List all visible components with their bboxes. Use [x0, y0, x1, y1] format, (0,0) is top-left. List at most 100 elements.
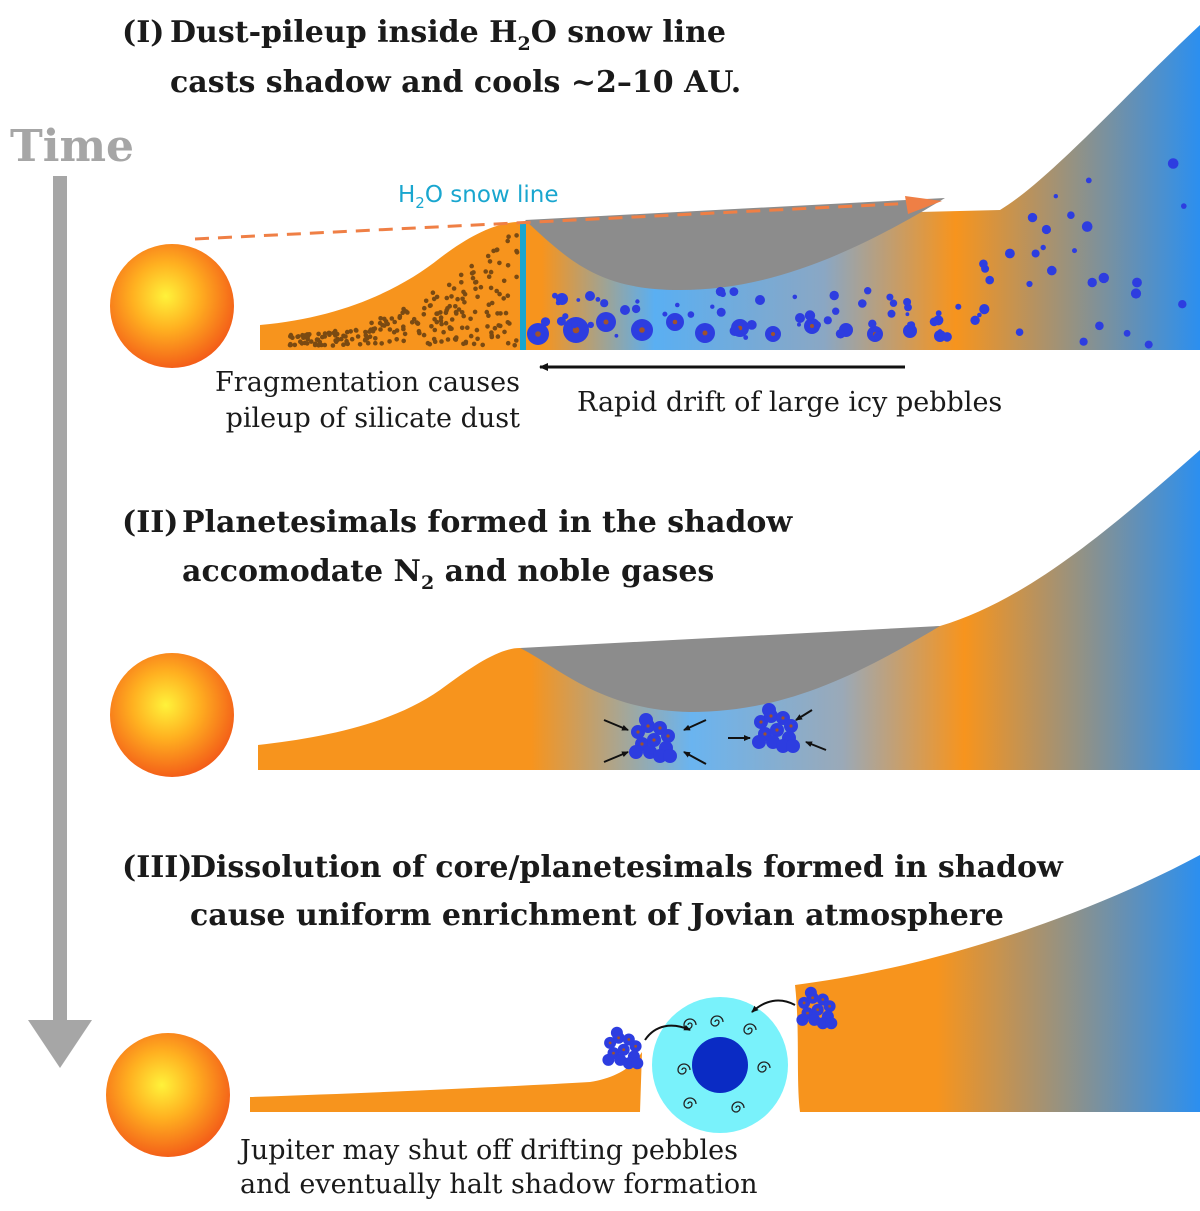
dust-grain — [333, 338, 338, 343]
planetesimal-grain — [663, 749, 677, 763]
dust-grain — [461, 341, 466, 347]
grain-core — [617, 1036, 620, 1040]
dust-grain — [503, 310, 509, 316]
dust-grain — [373, 336, 378, 341]
pebble — [1079, 337, 1088, 346]
disk-3-inner — [250, 1052, 642, 1112]
icy-pebbles — [527, 158, 1187, 349]
pebble — [979, 259, 988, 269]
grain-core — [634, 1044, 637, 1048]
panel-1-number: (I) — [122, 15, 164, 50]
pebble — [792, 294, 798, 300]
dust-grain — [439, 339, 444, 344]
pebble — [905, 312, 910, 317]
caption-jupiter-line-2: and eventually halt shadow formation — [240, 1169, 758, 1200]
dust-grain — [502, 329, 507, 335]
dust-grain — [505, 340, 511, 346]
dust-grain — [494, 288, 500, 294]
pebble — [631, 304, 641, 314]
swirl — [731, 1101, 745, 1113]
panel-3-title-line-1: Dissolution of core/planetesimals formed… — [190, 850, 1064, 885]
pebble — [804, 310, 816, 321]
pebble — [614, 333, 619, 338]
pebble — [979, 304, 990, 315]
pebble-core — [535, 331, 541, 337]
dust-grain — [453, 309, 459, 315]
swirl — [757, 1061, 771, 1073]
swirl — [677, 1063, 691, 1075]
pebble — [715, 286, 726, 297]
dust-grain — [439, 321, 444, 327]
dust-grain — [365, 340, 371, 346]
dust-grain — [444, 295, 450, 301]
dust-grain — [473, 286, 478, 292]
swirl — [743, 1023, 757, 1035]
dust-grain — [427, 341, 433, 347]
pebble — [1047, 265, 1057, 276]
accreted-planetesimals — [602, 986, 838, 1070]
dust-grain — [487, 259, 493, 264]
grain-core — [622, 1048, 626, 1052]
caption-fragmentation-line-2: pileup of silicate dust — [226, 403, 521, 434]
pebble — [889, 299, 898, 307]
dust-grain — [478, 284, 484, 290]
panel-2-title-line-1: Planetesimals formed in the shadow — [182, 505, 793, 540]
dust-grain — [458, 272, 464, 278]
grain-core — [612, 1051, 615, 1055]
pebble — [729, 287, 739, 296]
dust-grain — [501, 296, 507, 301]
dust-grain — [480, 342, 486, 348]
dust-grain — [378, 327, 383, 332]
pebble — [1026, 280, 1033, 288]
dust-grain — [489, 300, 495, 306]
dust-grain — [494, 247, 499, 253]
planetesimal-grain — [762, 703, 776, 717]
pebble — [585, 291, 595, 301]
pebble — [1098, 272, 1110, 284]
pebble — [903, 298, 912, 306]
dust-grain — [471, 341, 477, 347]
pebble — [835, 329, 846, 339]
dust-grain — [475, 336, 480, 342]
dust-grain — [295, 334, 300, 340]
panel-1-title-line-1: Dust-pileup inside H2O snow line — [170, 15, 726, 55]
grain-core — [658, 726, 662, 730]
pebble — [864, 287, 872, 295]
pebble — [600, 299, 609, 308]
dust-grain — [475, 294, 480, 300]
pebble-core — [639, 327, 645, 333]
pebble — [887, 309, 896, 318]
pebble — [595, 297, 601, 302]
pebble — [746, 320, 757, 330]
dust-grain — [332, 328, 338, 334]
pebble — [1178, 300, 1187, 309]
dust-grain — [343, 334, 348, 339]
dust-grain — [431, 336, 437, 342]
dust-grain — [369, 320, 374, 326]
pebble — [873, 331, 883, 341]
panel-3: (III) Dissolution of core/planetesimals … — [106, 850, 1200, 1200]
dust-grain — [322, 342, 328, 348]
pebble — [929, 317, 939, 327]
dust-grain — [430, 290, 436, 296]
pebble — [662, 311, 668, 317]
dust-grain — [330, 343, 336, 348]
planetesimal-grain — [653, 749, 667, 763]
grain-core — [666, 734, 670, 738]
dust-grain — [441, 329, 446, 335]
pebble — [555, 300, 561, 306]
compression-arrow — [795, 709, 813, 721]
pebble — [858, 299, 867, 308]
compression-arrow — [805, 741, 827, 751]
dust-grain — [378, 316, 383, 321]
dust-grain — [505, 320, 511, 325]
pebble-core — [702, 330, 708, 336]
dust-grain — [302, 333, 308, 338]
planetesimal-grain — [639, 713, 653, 727]
pebble — [832, 307, 840, 315]
panel-2-title-line-2: accomodate N2 and noble gases — [182, 554, 714, 594]
pebble-core — [603, 319, 609, 325]
compression-arrow — [683, 751, 707, 765]
dust-grain — [411, 316, 417, 322]
dust-grain — [309, 339, 314, 344]
